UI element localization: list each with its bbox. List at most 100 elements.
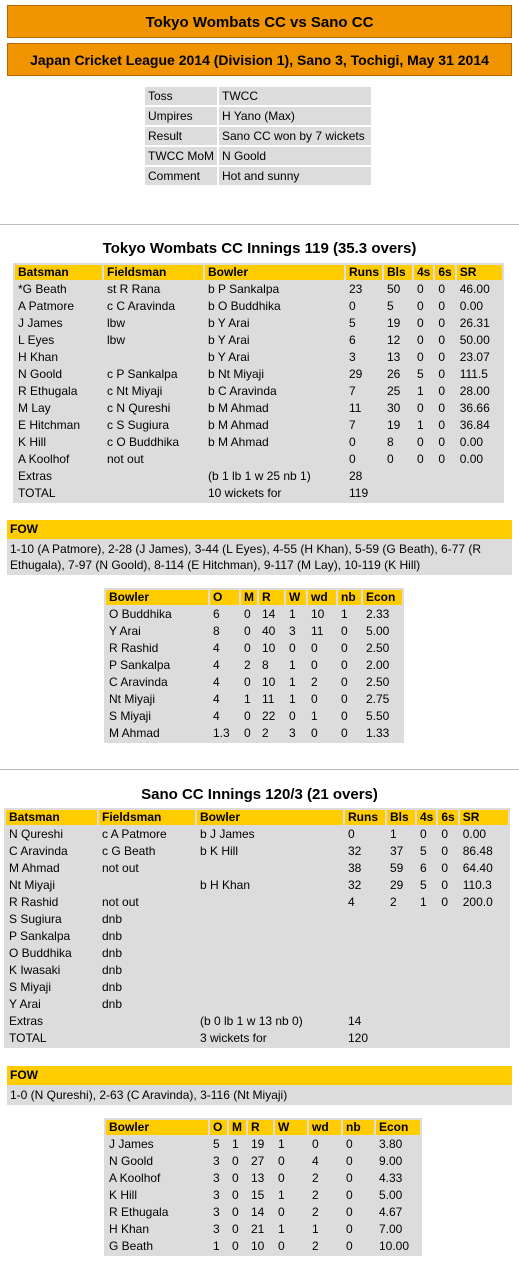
table-cell: c G Beath xyxy=(102,844,156,858)
table-cell: c A Patmore xyxy=(102,827,167,841)
table-cell xyxy=(345,946,385,961)
table-row: Nt Miyaji 4 1 11 1 0 0 2.75 xyxy=(106,692,402,707)
table-cell: S Miyaji xyxy=(9,980,52,994)
table-cell: P Sankalpa xyxy=(9,929,71,943)
table-cell: 0 xyxy=(346,1239,353,1253)
table-cell xyxy=(99,878,195,893)
table-cell: 0 xyxy=(244,726,251,740)
table-cell: M Ahmad xyxy=(109,726,160,740)
table-row: R Ethugala 3 0 14 0 2 0 4.67 xyxy=(106,1205,420,1220)
table-cell: 0 xyxy=(341,658,348,672)
table-cell: 86.48 xyxy=(462,844,493,858)
table-cell xyxy=(384,486,412,501)
table-cell xyxy=(205,452,344,467)
table-cell: Y Arai xyxy=(9,997,41,1011)
table-cell: 0 xyxy=(438,418,446,432)
table-row: M Ahmad 1.3 0 2 3 0 0 1.33 xyxy=(106,726,402,741)
table-cell: 0 xyxy=(346,1205,353,1219)
table-cell: 8 xyxy=(213,624,220,638)
table-cell: 0 xyxy=(438,316,446,330)
table-cell: TOTAL xyxy=(18,486,56,500)
table-cell: 11 xyxy=(262,692,275,706)
match-subtitle: Japan Cricket League 2014 (Division 1), … xyxy=(7,43,512,76)
table-row: K Hill c O Buddhika b M Ahmad 0 8 0 0 0.00 xyxy=(15,435,502,450)
table-row: *G Beath st R Rana b P Sankalpa 23 50 0 0 46.00 xyxy=(15,282,502,297)
table-cell: 0 xyxy=(232,1188,239,1202)
table-cell: (b 1 lb 1 w 25 nb 1) xyxy=(208,469,311,483)
table-cell xyxy=(457,469,502,484)
table-row: S Miyaji 4 0 22 0 1 0 5.50 xyxy=(106,709,402,724)
table-cell: 0 xyxy=(441,895,449,909)
table-cell: 14 xyxy=(251,1205,265,1219)
table-cell: 0 xyxy=(278,1205,285,1219)
table-cell: 3 xyxy=(213,1188,220,1202)
table-cell: 2.33 xyxy=(366,607,390,621)
info-row: TWCC MoM N Goold xyxy=(145,147,371,165)
table-cell: 1 xyxy=(311,709,318,723)
table-cell: 0 xyxy=(346,1222,353,1236)
table-cell: 0 xyxy=(417,452,424,466)
table-cell: 0 xyxy=(438,384,446,398)
table-cell: 6 xyxy=(420,861,427,875)
table-cell: P Sankalpa xyxy=(109,658,171,672)
table-cell: 7 xyxy=(349,418,356,432)
table-cell: b Y Arai xyxy=(208,350,250,364)
table-row: H Khan b Y Arai 3 13 0 0 23.07 xyxy=(15,350,502,365)
table-row: Nt Miyaji b H Khan 32 29 5 0 110.3 xyxy=(6,878,508,893)
table-cell: 36.84 xyxy=(459,418,490,432)
table-cell: 2 xyxy=(311,675,318,689)
table-cell: S Miyaji xyxy=(109,709,152,723)
table-cell xyxy=(460,946,508,961)
fow-label: FOW xyxy=(7,520,512,539)
table-cell xyxy=(345,997,385,1012)
table-cell: 0 xyxy=(289,709,296,723)
innings2-heading: Sano CC Innings 120/3 (21 overs) xyxy=(141,786,378,803)
column-header: nb xyxy=(338,590,361,605)
column-header: O xyxy=(210,1120,227,1135)
table-cell: b Y Arai xyxy=(208,333,250,347)
table-cell xyxy=(197,929,343,944)
table-cell: 1 xyxy=(213,1239,220,1253)
table-cell: 2 xyxy=(312,1205,319,1219)
table-cell: 0 xyxy=(232,1154,239,1168)
table-cell: 3 xyxy=(213,1222,220,1236)
table-cell: 7 xyxy=(349,384,356,398)
table-cell xyxy=(460,1031,508,1046)
column-header: Bowler xyxy=(205,265,344,280)
table-cell: 0 xyxy=(417,350,424,364)
table-cell xyxy=(417,997,436,1012)
table-cell: 1 xyxy=(420,895,427,909)
table-cell xyxy=(197,861,343,876)
table-cell xyxy=(197,963,343,978)
table-cell: 29 xyxy=(390,878,404,892)
table-cell: 0 xyxy=(441,827,449,841)
table-cell: 0 xyxy=(417,299,424,313)
table-cell: 1 xyxy=(417,418,424,432)
table-cell: K Hill xyxy=(18,435,47,449)
table-cell: not out xyxy=(107,452,144,466)
table-cell: b Y Arai xyxy=(208,316,250,330)
table-cell: Y Arai xyxy=(109,624,141,638)
table-cell xyxy=(438,929,457,944)
table-cell: dnb xyxy=(102,963,123,977)
table-cell: 8 xyxy=(262,658,269,672)
table-row: A Koolhof not out 0 0 0 0 0.00 xyxy=(15,452,502,467)
info-key: TWCC MoM xyxy=(145,147,217,165)
match-title: Tokyo Wombats CC vs Sano CC xyxy=(7,5,512,38)
table-cell: 5 xyxy=(420,844,427,858)
fow-text: 1-0 (N Qureshi), 2-63 (C Aravinda), 3-11… xyxy=(10,1088,288,1102)
column-header: Runs xyxy=(346,265,382,280)
table-cell: 0 xyxy=(341,624,348,638)
table-cell: 2 xyxy=(312,1239,319,1253)
table-row: H Khan 3 0 21 1 1 0 7.00 xyxy=(106,1222,420,1237)
table-cell: 0 xyxy=(244,607,251,621)
table-row: G Beath 1 0 10 0 2 0 10.00 xyxy=(106,1239,420,1254)
table-cell: 0 xyxy=(341,675,348,689)
table-cell: S Sugiura xyxy=(9,912,62,926)
table-cell: M Ahmad xyxy=(9,861,60,875)
table-row: M Ahmad not out 38 59 6 0 64.40 xyxy=(6,861,508,876)
table-cell: N Goold xyxy=(109,1154,154,1168)
column-header: SR xyxy=(456,265,502,280)
table-cell: 26 xyxy=(387,367,401,381)
table-cell: c P Sankalpa xyxy=(107,367,178,381)
